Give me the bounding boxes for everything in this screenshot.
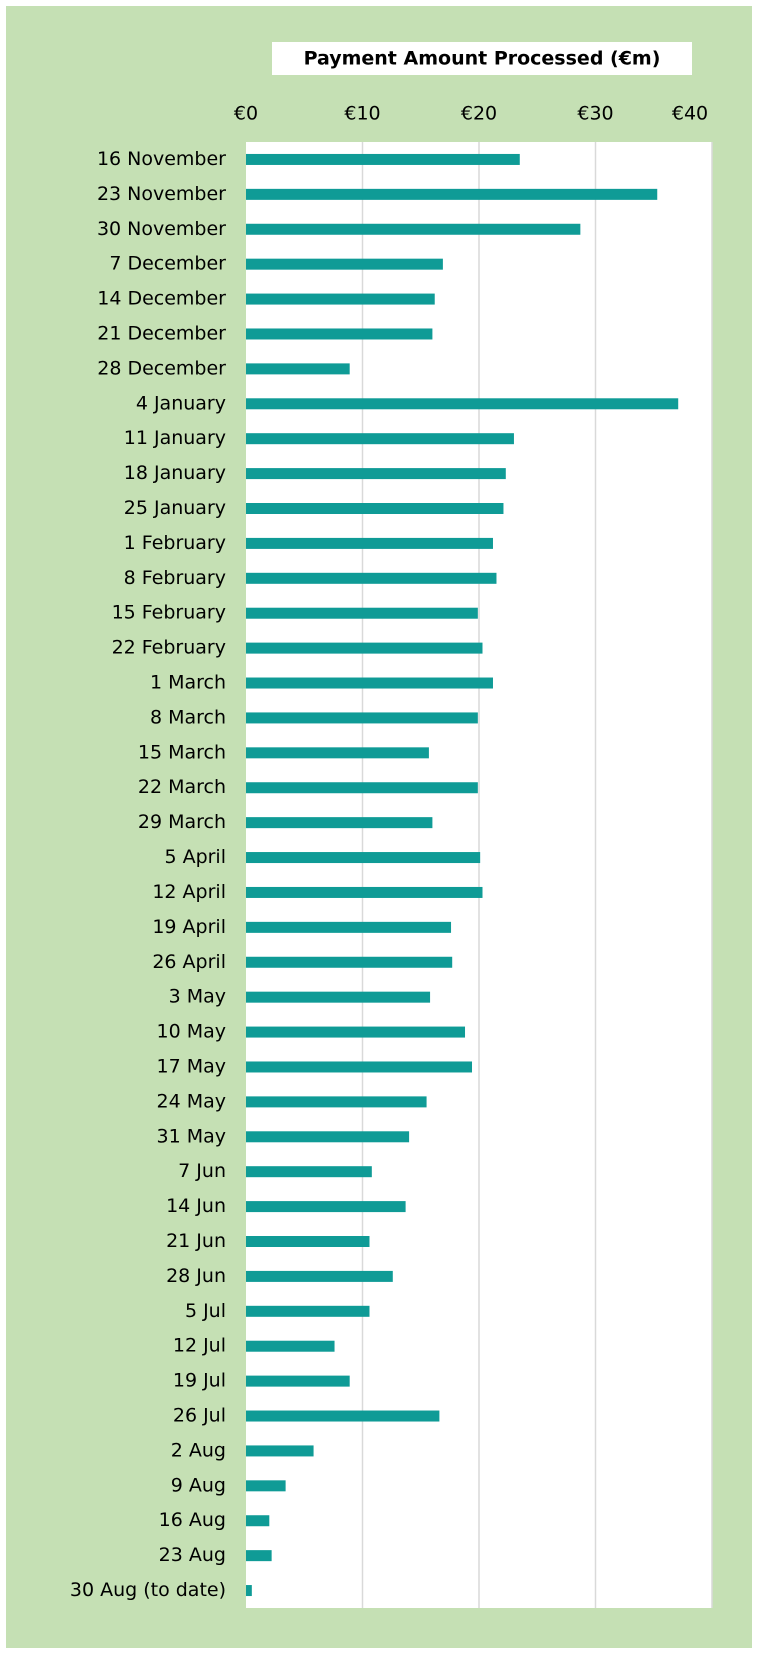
- y-tick-label: 26 Jul: [173, 1405, 226, 1427]
- x-tick-label: €30: [577, 103, 613, 125]
- bar: [246, 1585, 252, 1597]
- y-tick-label: 25 January: [124, 497, 226, 519]
- bar: [246, 1410, 440, 1422]
- y-tick-label: 15 February: [112, 602, 226, 624]
- x-tick-label: €40: [672, 103, 708, 125]
- y-tick-label: 16 November: [97, 148, 226, 170]
- y-tick-label: 28 December: [97, 357, 226, 379]
- bar: [246, 1026, 466, 1038]
- bar: [246, 677, 493, 689]
- bar: [246, 293, 435, 305]
- bar: [246, 1375, 350, 1387]
- x-tick-label: €0: [234, 103, 258, 125]
- y-tick-label: 17 May: [157, 1055, 227, 1077]
- title-box: [272, 42, 692, 75]
- bar: [246, 223, 581, 235]
- bar: [246, 852, 481, 864]
- bar: [246, 258, 443, 270]
- bar: [246, 1480, 286, 1492]
- bar: [246, 1550, 272, 1562]
- y-tick-label: 22 March: [138, 776, 226, 798]
- y-tick-label: 14 Jun: [166, 1195, 226, 1217]
- y-tick-label: 1 March: [150, 672, 226, 694]
- y-tick-label: 22 February: [112, 637, 226, 659]
- bar: [246, 782, 478, 794]
- y-tick-label: 24 May: [157, 1090, 227, 1112]
- y-tick-label: 10 May: [157, 1021, 227, 1043]
- bar: [246, 1131, 410, 1143]
- y-tick-label: 3 May: [169, 986, 226, 1008]
- bar: [246, 1061, 473, 1073]
- bar: [246, 886, 483, 898]
- y-tick-label: 1 February: [124, 532, 226, 554]
- y-tick-label: 18 January: [124, 462, 226, 484]
- bar: [246, 1515, 270, 1527]
- bar: [246, 1445, 314, 1457]
- bar: [246, 1166, 372, 1178]
- y-tick-label: 8 February: [124, 567, 226, 589]
- y-tick-label: 2 Aug: [171, 1439, 226, 1461]
- bar: [246, 503, 504, 514]
- y-tick-label: 4 January: [136, 392, 226, 414]
- bar: [246, 817, 433, 829]
- bar: [246, 1340, 335, 1352]
- bar: [246, 1270, 393, 1282]
- y-tick-label: 21 December: [97, 322, 226, 344]
- y-tick-label: 12 April: [152, 881, 226, 903]
- y-tick-label: 26 April: [152, 951, 226, 973]
- x-tick-label: €20: [461, 103, 497, 125]
- y-tick-label: 21 Jun: [166, 1230, 226, 1252]
- bar: [246, 956, 453, 968]
- y-tick-label: 8 March: [150, 706, 226, 728]
- bar: [246, 537, 493, 549]
- bar: [246, 991, 431, 1003]
- bar: [246, 363, 350, 375]
- y-tick-label: 29 March: [138, 811, 226, 833]
- bar: [246, 642, 483, 654]
- y-tick-label: 31 May: [157, 1125, 227, 1147]
- y-tick-label: 14 December: [97, 288, 226, 310]
- y-tick-label: 15 March: [138, 741, 226, 763]
- chart-title: Payment Amount Processed (€m): [304, 48, 661, 70]
- y-tick-label: 5 April: [164, 846, 226, 868]
- bar: [246, 747, 429, 759]
- bar: [246, 398, 679, 410]
- bar: [246, 1096, 427, 1108]
- bar: [246, 433, 514, 445]
- y-tick-label: 7 Jun: [178, 1160, 226, 1182]
- y-tick-label: 19 Jul: [173, 1370, 226, 1392]
- bar: [246, 607, 478, 619]
- y-tick-label: 16 Aug: [159, 1509, 226, 1531]
- y-tick-label: 5 Jul: [185, 1300, 226, 1322]
- y-tick-label: 30 November: [97, 218, 226, 240]
- y-tick-label: 9 Aug: [171, 1474, 226, 1496]
- bar: [246, 921, 452, 933]
- bar: [246, 188, 658, 200]
- y-tick-label: 11 January: [124, 427, 226, 449]
- bar: [246, 468, 506, 480]
- bar: [246, 1236, 370, 1247]
- y-tick-label: 23 Aug: [159, 1544, 226, 1566]
- bar: [246, 1305, 370, 1317]
- bar: [246, 712, 478, 724]
- y-tick-label: 23 November: [97, 183, 226, 205]
- y-tick-label: 7 December: [109, 253, 226, 275]
- y-tick-label: 30 Aug (to date): [70, 1579, 226, 1601]
- y-tick-label: 19 April: [152, 916, 226, 938]
- y-tick-label: 28 Jun: [166, 1265, 226, 1287]
- bar: [246, 328, 433, 340]
- bar: [246, 153, 520, 165]
- bar: [246, 1201, 406, 1213]
- x-tick-label: €10: [344, 103, 380, 125]
- y-tick-label: 12 Jul: [173, 1335, 226, 1357]
- bar: [246, 572, 497, 584]
